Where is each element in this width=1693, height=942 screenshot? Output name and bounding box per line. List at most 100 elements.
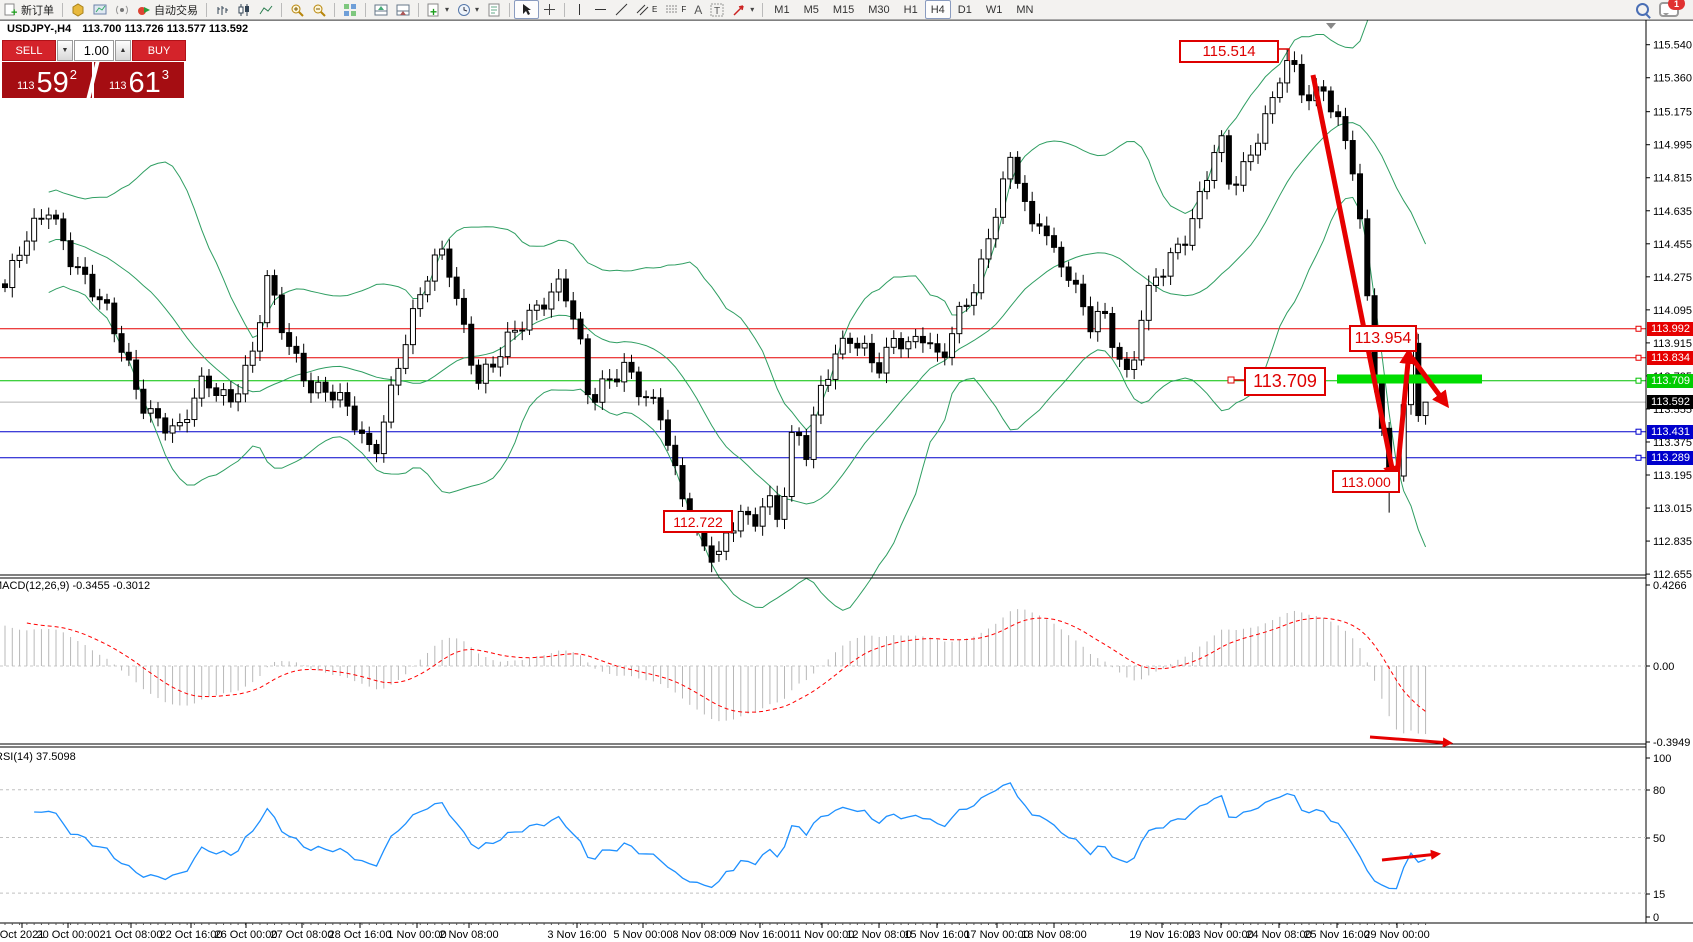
text-label-tool-button[interactable]: T [706, 1, 728, 18]
channel-tool-button[interactable]: E [632, 1, 661, 18]
signals-button[interactable] [111, 1, 133, 18]
signals-icon [115, 3, 129, 17]
separator [762, 2, 764, 17]
annotation-113709[interactable]: 113.709 [1244, 367, 1326, 396]
vertical-line-tool-button[interactable] [569, 1, 590, 18]
price-tick-label: 113.915 [1653, 338, 1692, 350]
separator [281, 2, 282, 17]
price-tick-label: 114.455 [1653, 239, 1692, 251]
time-axis-label: 2 Nov 08:00 [439, 929, 498, 941]
volume-input[interactable]: 1.00 [74, 40, 114, 61]
annotation-115514[interactable]: 115.514 [1179, 40, 1279, 63]
ask-prefix: 113 [108, 80, 127, 92]
zoom-out-button[interactable] [308, 1, 330, 18]
price-badge: 113.834 [1647, 350, 1693, 365]
add-indicator-button[interactable]: + ▾ [423, 1, 453, 18]
time-axis-label: 5 Nov 00:00 [613, 929, 672, 941]
trendline-tool-button[interactable] [611, 1, 632, 18]
line-chart-button[interactable] [255, 1, 277, 18]
timeframe-h1-button[interactable]: H1 [903, 3, 918, 16]
horizontal-line-tool-button[interactable] [590, 1, 611, 18]
bid-price-tile[interactable]: 113 59 2 [2, 62, 92, 98]
time-axis-label: 8 Nov 08:00 [672, 929, 731, 941]
symbol-ohlc-values: 113.700 113.726 113.577 113.592 [82, 23, 249, 35]
market-watch-button[interactable] [89, 1, 111, 18]
ask-price-tile[interactable]: 113 61 3 [94, 62, 184, 98]
chat-icon[interactable]: 1 [1659, 0, 1685, 17]
annotation-113000[interactable]: 113.000 [1332, 470, 1400, 493]
volume-increase-button[interactable]: ▲ [115, 40, 131, 61]
svg-text:+: + [11, 7, 17, 17]
price-badge: 113.289 [1647, 450, 1693, 465]
arrows-tool-button[interactable]: ▾ [728, 1, 758, 18]
timeframe-m5-button[interactable]: M5 [803, 3, 819, 16]
cursor-tool-button[interactable] [514, 0, 540, 19]
indicator-window-button[interactable] [370, 1, 392, 18]
zoom-in-button[interactable] [286, 1, 308, 18]
buy-button[interactable]: BUY [132, 40, 186, 61]
timeframe-mn-button[interactable]: MN [1016, 3, 1034, 16]
price-tick-label: 114.815 [1653, 173, 1692, 185]
time-axis-label: 20 Oct 00:00 [37, 929, 100, 941]
price-tick-label: 115.360 [1653, 73, 1692, 85]
text-tool-button[interactable]: A [690, 1, 706, 18]
search-icon[interactable] [1636, 3, 1649, 16]
crosshair-tool-button[interactable] [539, 1, 560, 18]
annotation-113954[interactable]: 113.954 [1349, 325, 1417, 352]
new-order-label: 新订单 [21, 4, 54, 17]
price-tick-label: 114.095 [1653, 305, 1692, 317]
time-axis-label: 17 Nov 00:00 [964, 929, 1029, 941]
rsi-scale-label: 0 [1653, 912, 1659, 924]
time-axis-label: 9 Nov 16:00 [730, 929, 789, 941]
notification-badge: 1 [1668, 0, 1685, 10]
timeframe-m30-button[interactable]: M30 [868, 3, 890, 16]
new-order-icon: + [4, 3, 18, 17]
one-click-trading-panel: SELL ▼ 1.00 ▲ BUY 113 59 2 113 61 3 [2, 40, 186, 98]
time-axis-label: 19 Nov 16:00 [1129, 929, 1194, 941]
time-axis-label: 1 Nov 00:00 [387, 929, 446, 941]
macd-scale-label: 0.4266 [1653, 580, 1687, 592]
bar-chart-button[interactable] [211, 1, 233, 18]
separator [334, 2, 335, 17]
auto-trading-button[interactable]: 自动交易 [133, 1, 202, 18]
volume-decrease-button[interactable]: ▼ [57, 40, 73, 61]
timeframe-w1-button[interactable]: W1 [985, 3, 1003, 16]
price-tick-label: 114.995 [1653, 140, 1692, 152]
price-tick-label: 113.195 [1653, 470, 1692, 482]
indicator-window2-button[interactable] [392, 1, 414, 18]
templates-button[interactable] [483, 1, 505, 18]
timeframe-d1-button[interactable]: D1 [957, 3, 972, 16]
time-axis-label: 12 Nov 08:00 [846, 929, 911, 941]
svg-text:T: T [714, 6, 720, 17]
tile-windows-button[interactable] [339, 1, 361, 18]
history-center-button[interactable] [67, 1, 89, 18]
new-order-button[interactable]: + 新订单 [0, 1, 58, 18]
time-axis-label: 26 Oct 00:00 [215, 929, 278, 941]
symbol-name: USDJPY-,H4 [7, 23, 72, 35]
price-badge: 113.992 [1647, 321, 1693, 336]
fibonacci-tool-button[interactable]: F [661, 1, 690, 18]
text-tool-glyph: A [694, 2, 703, 17]
auto-trading-icon [137, 3, 151, 17]
macd-scale-label: -0.3949 [1653, 737, 1690, 749]
sell-button[interactable]: SELL [2, 40, 56, 61]
separator [509, 2, 511, 17]
time-axis-label: 22 Oct 16:00 [160, 929, 223, 941]
time-axis-label: 21 Oct 08:00 [100, 929, 163, 941]
price-tick-label: 114.275 [1653, 272, 1692, 284]
price-tick-label: 112.835 [1653, 536, 1692, 548]
annotation-112722[interactable]: 112.722 [663, 510, 733, 533]
candlestick-chart-button[interactable] [233, 1, 255, 18]
time-axis-label: 23 Nov 00:00 [1188, 929, 1253, 941]
periods-button[interactable]: ▾ [453, 1, 483, 18]
market-watch-icon [93, 3, 107, 17]
timeframe-m15-button[interactable]: M15 [832, 3, 855, 16]
timeframe-h4-button[interactable]: H4 [924, 0, 951, 19]
price-tick-label: 112.655 [1653, 569, 1692, 581]
time-axis-label: 25 Nov 16:00 [1304, 929, 1369, 941]
rsi-scale-label: 100 [1653, 753, 1671, 765]
price-badge: 113.592 [1647, 395, 1693, 410]
timeframe-m1-button[interactable]: M1 [774, 3, 790, 16]
price-badge: 113.709 [1647, 373, 1693, 388]
